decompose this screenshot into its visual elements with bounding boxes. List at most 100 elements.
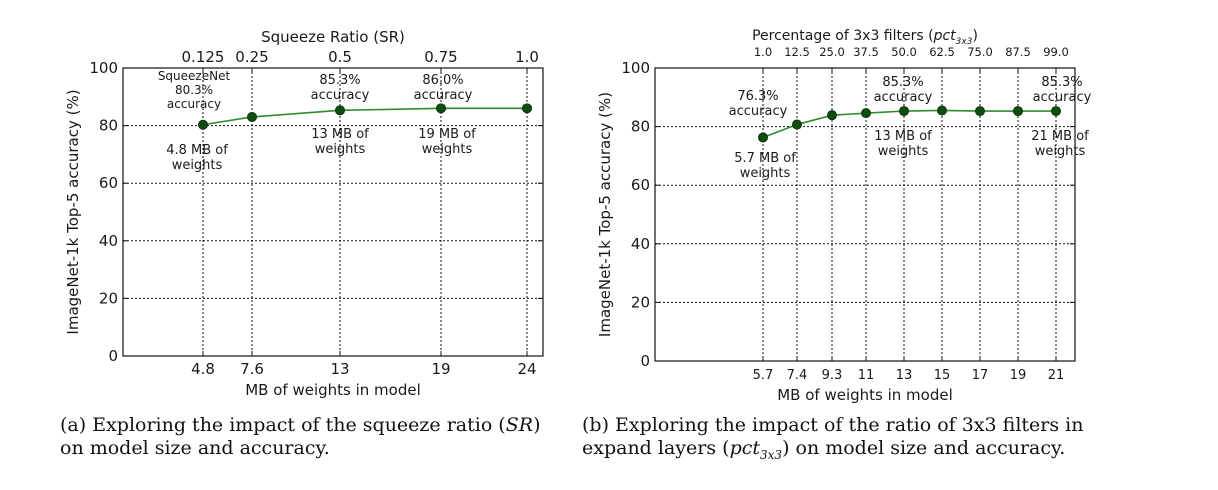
caption-b-line1: (b) Exploring the impact of the ratio of…	[582, 414, 1084, 436]
data-point	[1051, 106, 1062, 117]
annotation-line: 19 MB of	[418, 127, 476, 142]
annotation-line: 85.3%	[882, 75, 923, 90]
annotation-line: 13 MB of	[874, 129, 932, 144]
x-tick-label: 13	[896, 368, 913, 383]
annotation-line: 85.3%	[1041, 75, 1082, 90]
data-point	[937, 105, 948, 116]
annotation-sqz-w: 4.8 MB of weights	[166, 143, 228, 173]
data-point	[792, 119, 803, 130]
data-point	[899, 106, 910, 117]
y-tick-label: 20	[99, 289, 118, 307]
annotation-a853: 85.3% accuracy	[311, 73, 370, 103]
caption-a-line2: on model size and accuracy.	[60, 437, 330, 459]
x-tick-label: 7.4	[787, 368, 808, 383]
x-tick-label: 13	[330, 360, 349, 378]
chart-title-close: )	[972, 28, 977, 44]
annotation-b13: 13 MB of weights	[874, 129, 932, 159]
data-point	[435, 103, 446, 114]
data-point	[334, 105, 345, 116]
annotation-line: 5.7 MB of	[734, 151, 796, 166]
annotation-w19: 19 MB of weights	[418, 127, 476, 157]
y-tick-label: 60	[99, 174, 118, 192]
annotation-line: weights	[740, 166, 791, 181]
top-tick-label: 25.0	[819, 45, 845, 59]
annotation-a860: 86.0% accuracy	[414, 73, 473, 103]
annotation-line: 86.0%	[422, 73, 463, 88]
top-tick-label: 0.75	[424, 48, 457, 66]
annotation-w57: 5.7 MB of weights	[734, 151, 796, 181]
annotation-line: weights	[172, 158, 223, 173]
annotation-w21: 21 MB of weights	[1031, 129, 1089, 159]
y-axis-label: ImageNet-1k Top-5 accuracy (%)	[64, 89, 82, 334]
data-point	[197, 119, 208, 130]
top-tick-label: 0.5	[328, 48, 352, 66]
y-tick-label: 80	[631, 118, 650, 136]
chart-title-var: pct	[933, 28, 957, 44]
x-tick-label: 19	[1010, 368, 1027, 383]
x-tick-label: 9.3	[822, 368, 843, 383]
data-point	[246, 111, 257, 122]
top-tick-label: 87.5	[1005, 45, 1031, 59]
annotation-line: accuracy	[311, 88, 370, 103]
y-tick-label: 0	[640, 352, 650, 370]
annotation-line: weights	[878, 144, 929, 159]
x-tick-label: 19	[431, 360, 450, 378]
plot-frame	[654, 67, 1076, 362]
y-tick-label: 0	[108, 347, 118, 365]
chart-title-sub: 3x3	[956, 37, 973, 47]
annotation-line: accuracy	[414, 88, 473, 103]
x-tick-label: 21	[1048, 368, 1065, 383]
top-tick-label: 50.0	[891, 45, 917, 59]
data-point	[522, 103, 533, 114]
top-tick-label: 12.5	[784, 45, 810, 59]
annotation-line: 85.3%	[319, 73, 360, 88]
x-tick-label: 7.6	[240, 360, 264, 378]
chart-title: Percentage of 3x3 filters (pct3x3)	[752, 28, 978, 47]
data-point	[861, 108, 872, 119]
annotation-line: SqueezeNet	[158, 69, 231, 83]
chart-3x3-filters: 0 20 40 60 80 100 5.7 7.4 9.3 11 13 15 17 19 21 1.0 12.5…	[596, 28, 1092, 404]
top-tick-label: 1.0	[754, 45, 772, 59]
x-tick-label: 24	[517, 360, 536, 378]
top-tick-label: 0.25	[235, 48, 268, 66]
annotation-line: 4.8 MB of	[166, 143, 228, 158]
annotation-line: accuracy	[1033, 90, 1092, 105]
y-tick-label: 40	[631, 235, 650, 253]
y-tick-label: 60	[631, 176, 650, 194]
data-point	[758, 132, 769, 143]
x-tick-label: 17	[972, 368, 989, 383]
annotation-line: 13 MB of	[311, 127, 369, 142]
top-tick-label: 1.0	[515, 48, 539, 66]
chart-title: Squeeze Ratio (SR)	[261, 28, 405, 46]
annotation-line: weights	[1035, 144, 1086, 159]
caption-a: (a) Exploring the impact of the squeeze …	[60, 414, 540, 460]
x-axis-label: MB of weights in model	[245, 381, 421, 399]
annotation-sqz: SqueezeNet 80.3% accuracy	[158, 69, 231, 111]
annotation-line: weights	[315, 142, 366, 157]
y-axis-label: ImageNet-1k Top-5 accuracy (%)	[596, 92, 614, 337]
annotation-b853: 85.3% accuracy	[874, 75, 933, 105]
annotation-line: accuracy	[167, 97, 221, 111]
caption-b: (b) Exploring the impact of the ratio of…	[582, 414, 1083, 467]
top-tick-label: 99.0	[1043, 45, 1069, 59]
annotation-c853: 85.3% accuracy	[1033, 75, 1092, 105]
chart-squeeze-ratio: 0 20 40 60 80 100 4.8 7.6 13 19 24 0.125 0.25 0.5 0.75…	[64, 28, 544, 399]
y-tick-label: 100	[89, 59, 118, 77]
data-point	[827, 110, 838, 121]
x-axis-label: MB of weights in model	[777, 386, 953, 404]
data-point	[975, 106, 986, 117]
annotation-line: accuracy	[729, 104, 788, 119]
y-tick-label: 80	[99, 117, 118, 135]
annotation-line: 76.3%	[737, 89, 778, 104]
x-tick-label: 11	[858, 368, 875, 383]
data-point	[1013, 106, 1024, 117]
top-tick-label: 62.5	[929, 45, 955, 59]
y-tick-label: 100	[621, 59, 650, 77]
y-tick-label: 40	[99, 232, 118, 250]
annotation-line: 21 MB of	[1031, 129, 1089, 144]
annotation-line: accuracy	[874, 90, 933, 105]
annotation-line: 80.3%	[175, 83, 213, 97]
top-tick-label: 75.0	[967, 45, 993, 59]
caption-b-line2: expand layers (pct3x3) on model size and…	[582, 437, 1066, 462]
